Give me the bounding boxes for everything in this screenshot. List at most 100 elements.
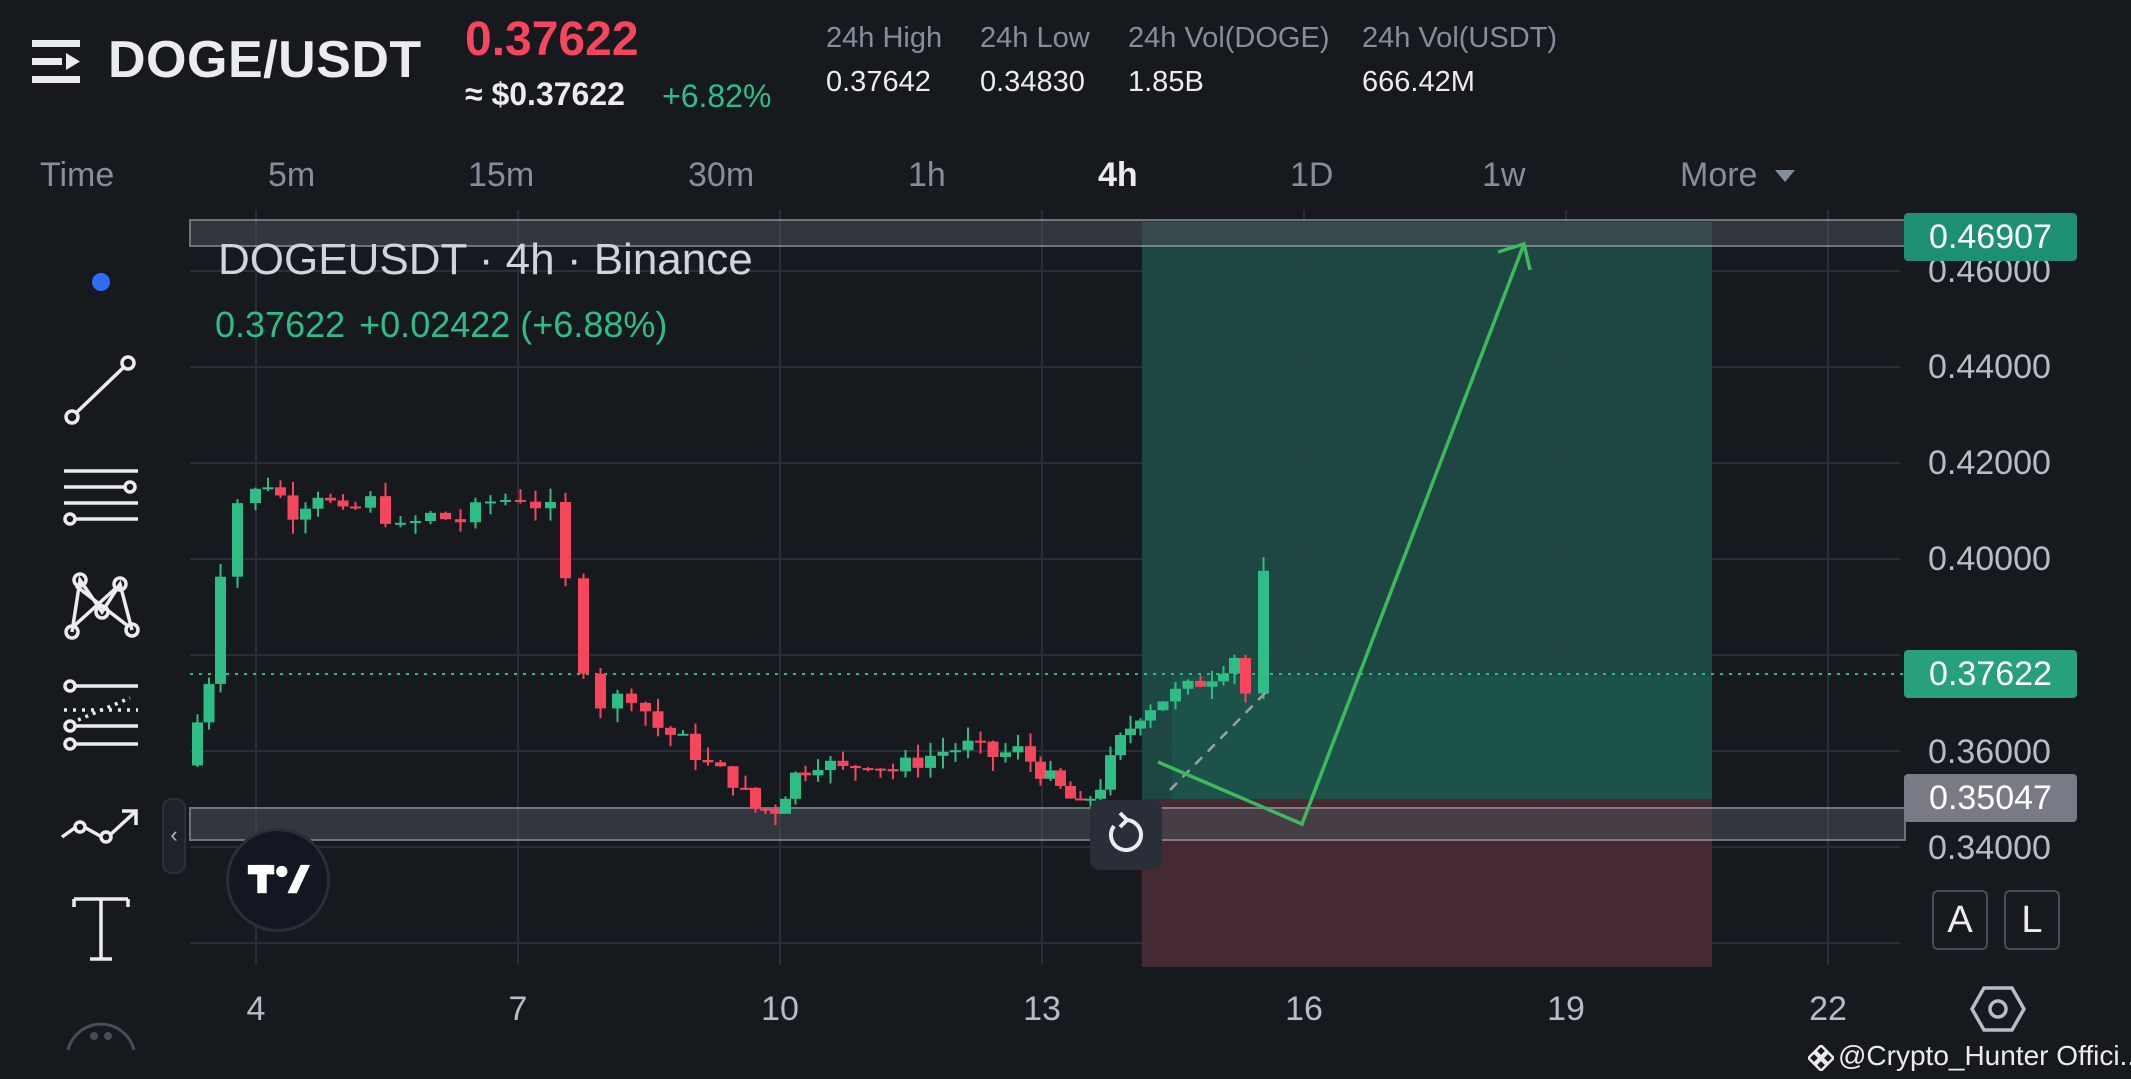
date-tick: 10 xyxy=(761,990,799,1028)
candle-body xyxy=(677,733,689,736)
candle-body xyxy=(1145,710,1156,721)
candle-body xyxy=(640,702,651,712)
chart-legend-title: DOGEUSDT · 4h · Binance xyxy=(218,235,753,284)
candle-body xyxy=(740,787,751,790)
candle-body xyxy=(312,497,324,509)
price-tick: 0.42000 xyxy=(1928,444,2051,482)
candle-body xyxy=(1125,728,1136,736)
candle-body xyxy=(1170,688,1181,702)
horizontal-lines-icon[interactable] xyxy=(58,453,144,539)
price-tick: 0.34000 xyxy=(1928,829,2051,867)
stat-label-high: 24h High xyxy=(826,22,943,54)
candle-body xyxy=(395,522,406,525)
candle-body xyxy=(875,768,886,771)
candle-body xyxy=(1025,746,1036,762)
date-tick: 13 xyxy=(1023,990,1061,1028)
candle-body xyxy=(900,757,911,772)
candle-body xyxy=(1182,680,1194,689)
candle-body xyxy=(825,760,836,771)
tradingview-logo[interactable] xyxy=(226,828,330,932)
chart-legend-values: 0.37622 +0.02422 (+6.88%) xyxy=(215,304,681,346)
tab-5m[interactable]: 5m xyxy=(268,156,316,194)
tab-1w[interactable]: 1w xyxy=(1482,156,1526,194)
candles xyxy=(192,477,1269,826)
date-tick: 19 xyxy=(1547,990,1585,1028)
price-tick: 0.36000 xyxy=(1928,733,2051,771)
candle-body xyxy=(485,501,496,504)
candle-body xyxy=(987,741,999,757)
candle-body xyxy=(232,503,243,577)
candle-body xyxy=(925,755,936,768)
tab-more-label: More xyxy=(1680,156,1758,194)
date-tick: 16 xyxy=(1285,990,1323,1028)
approx-usd-price: ≈ $0.37622 xyxy=(465,76,625,112)
path-icon[interactable] xyxy=(58,775,144,861)
candle-body xyxy=(578,578,589,674)
candle-body xyxy=(275,487,286,496)
collapse-toolbar-handle[interactable]: ‹ xyxy=(162,798,186,874)
tab-time[interactable]: Time xyxy=(40,156,115,194)
text-icon[interactable] xyxy=(58,885,144,971)
candle-body xyxy=(950,750,961,753)
candle-body xyxy=(1229,657,1240,674)
candle-body xyxy=(1045,770,1056,779)
candle-body xyxy=(300,508,311,520)
candle-body xyxy=(937,751,949,756)
candle-body xyxy=(1115,735,1126,756)
tab-4h[interactable]: 4h xyxy=(1098,156,1138,194)
legend-price: 0.37622 xyxy=(215,304,346,345)
settings-icon[interactable] xyxy=(1970,984,2026,1034)
tab-more[interactable]: More xyxy=(1680,156,1795,195)
candle-body xyxy=(1085,798,1096,801)
stat-value-vol-usdt: 666.42M xyxy=(1362,66,1475,98)
reset-icon[interactable] xyxy=(1090,800,1162,870)
candle-body xyxy=(750,787,761,809)
candle-body xyxy=(595,673,606,709)
date-tick: 22 xyxy=(1809,990,1847,1028)
tab-30m[interactable]: 30m xyxy=(688,156,755,194)
candle-body xyxy=(690,733,701,761)
pair-title[interactable]: DOGE/USDT xyxy=(108,31,422,89)
candle-body xyxy=(250,488,261,504)
tab-1h[interactable]: 1h xyxy=(908,156,946,194)
menu-icon[interactable] xyxy=(32,38,84,84)
candle-body xyxy=(500,499,511,502)
resistance-band xyxy=(189,219,1906,247)
price-tick: 0.44000 xyxy=(1928,348,2051,386)
candle-body xyxy=(380,496,391,524)
price-tick: 0.40000 xyxy=(1928,540,2051,578)
fib-icon[interactable] xyxy=(58,670,144,756)
trend-line-icon[interactable] xyxy=(58,345,144,431)
candle-body xyxy=(1012,746,1024,753)
candle-body xyxy=(410,521,421,524)
timeframe-bar: Time 5m 15m 30m 1h 4h 1D 1w More xyxy=(0,148,2131,204)
candle-body xyxy=(530,501,541,509)
candle-body xyxy=(912,757,924,768)
candle-body xyxy=(1000,752,1011,757)
candle-body xyxy=(702,760,714,763)
candle-body xyxy=(350,506,361,509)
candle-body xyxy=(1206,681,1218,687)
candle-body xyxy=(652,711,664,728)
candle-body xyxy=(1240,657,1251,694)
log-scale-button[interactable]: L xyxy=(2004,890,2060,950)
candle-body xyxy=(612,693,623,709)
dot-icon[interactable] xyxy=(58,245,144,331)
candle-body xyxy=(780,798,791,814)
watermark-text: @Crypto_Hunter Offici... xyxy=(1838,1040,2131,1071)
candle-body xyxy=(800,772,811,776)
pattern-icon[interactable] xyxy=(58,560,144,646)
tab-15m[interactable]: 15m xyxy=(468,156,535,194)
candle-body xyxy=(1065,786,1076,799)
last-price: 0.37622 xyxy=(465,13,639,66)
tab-1d[interactable]: 1D xyxy=(1290,156,1334,194)
more-tools-icon[interactable] xyxy=(58,990,144,1050)
auto-scale-button[interactable]: A xyxy=(1932,890,1988,950)
candle-body xyxy=(770,808,781,814)
candlestick-chart[interactable] xyxy=(0,200,2131,1060)
stat-value-vol-doge: 1.85B xyxy=(1128,66,1204,98)
candle-body xyxy=(262,487,274,490)
forecast-arrowhead xyxy=(1497,241,1532,271)
candle-body xyxy=(440,512,451,520)
candle-body xyxy=(837,760,849,767)
